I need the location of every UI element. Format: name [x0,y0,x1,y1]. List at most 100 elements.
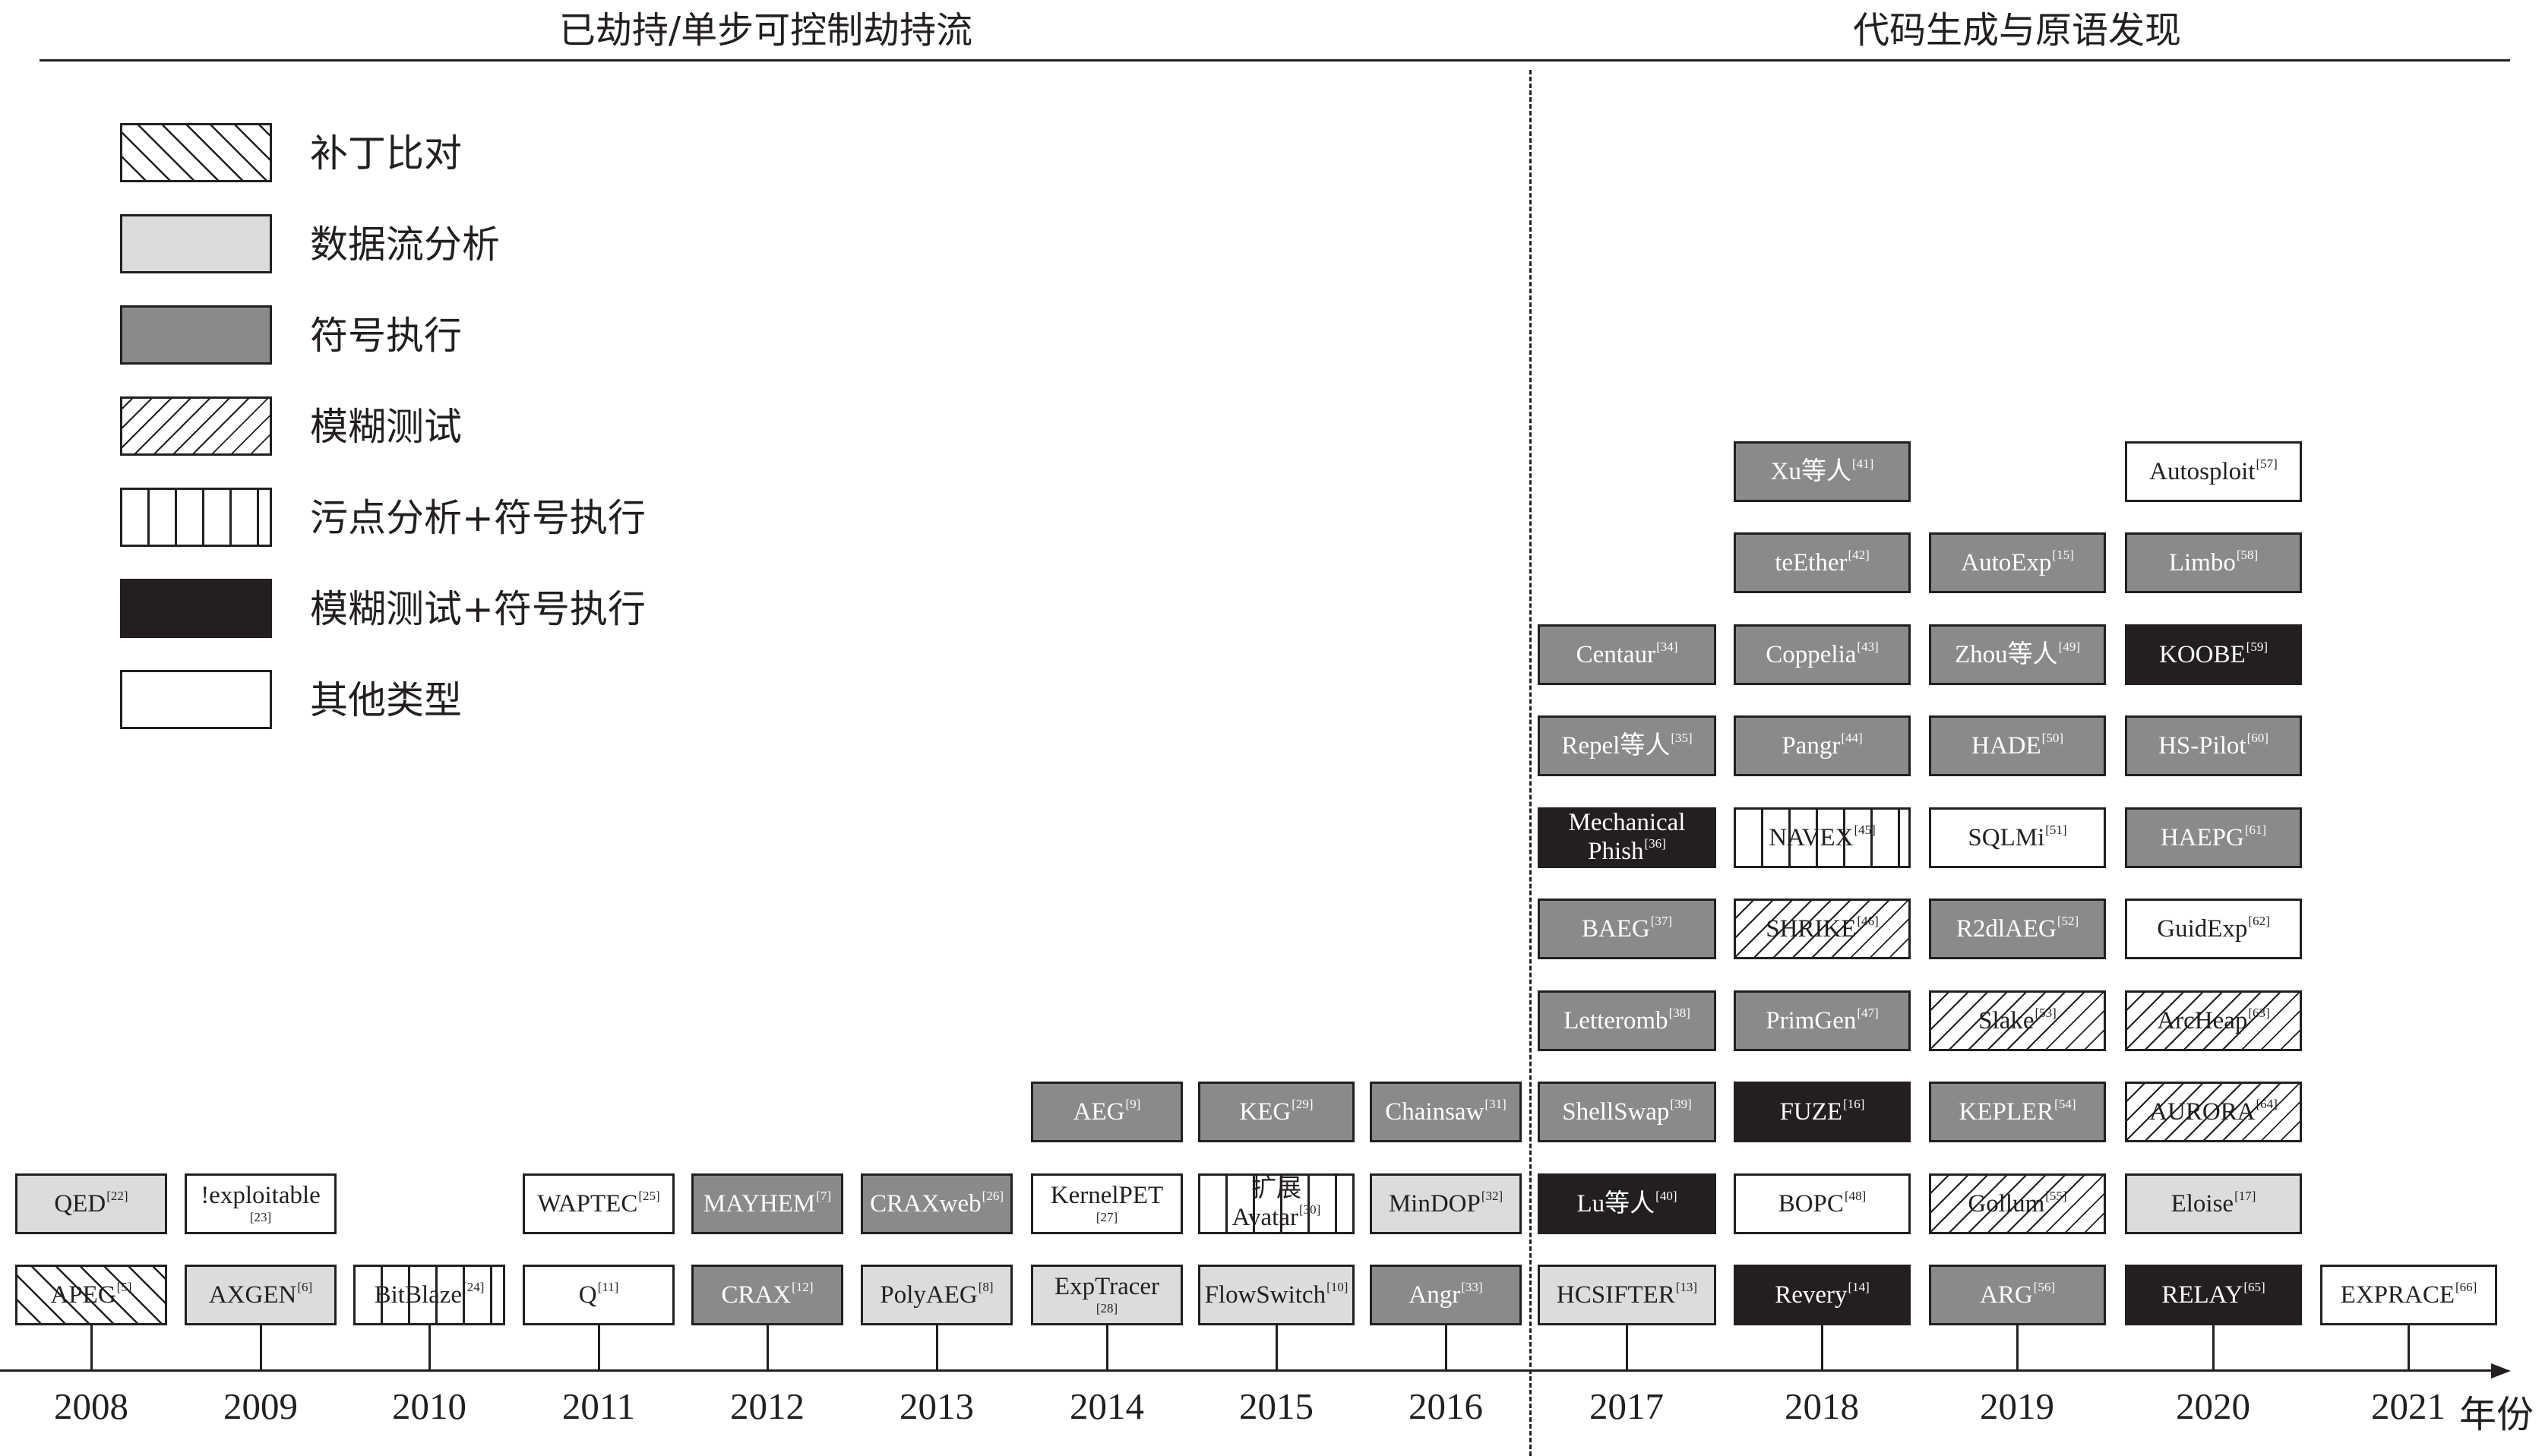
right-section-header: 代码生成与原语发现 [1852,9,2182,52]
tool-ref: [38] [1668,1006,1690,1021]
year-tick [1821,1325,1823,1369]
tool-ref: [22] [106,1189,128,1204]
other-swatch-icon [120,670,272,729]
tool-ref: [36] [1644,836,1666,851]
tool-box: R2dlAEG[52] [1929,899,2106,959]
tool-name: CRAX[12] [721,1280,814,1309]
fuzz-symbolic-swatch-icon [120,579,272,638]
year-tick [1276,1325,1278,1369]
tool-name: FlowSwitch[10] [1204,1280,1348,1309]
tool-box: KEPLER[54] [1929,1082,2106,1142]
tool-name: EXPRACE[66] [2340,1280,2477,1309]
tool-box: AXGEN[6] [185,1265,337,1325]
tool-box: Zhou等人[49] [1929,624,2106,685]
year-tick [767,1325,769,1369]
tool-box: SHRIKE[46] [1734,899,1911,959]
year-label-2013: 2013 [900,1385,974,1427]
tool-ref: [52] [2057,914,2079,929]
tool-ref: [60] [2246,731,2269,746]
tool-box: FlowSwitch[10] [1198,1265,1355,1325]
legend-label: 符号执行 [310,314,462,358]
tool-name: HAEPG[61] [2160,823,2267,852]
tool-box: Revery[14] [1734,1265,1911,1325]
legend-item-fuzz-symbolic: 模糊测试+符号执行 [120,579,652,640]
tool-ref: [12] [792,1280,814,1295]
tool-box: WAPTEC[25] [523,1173,675,1234]
tool-box: HADE[50] [1929,715,2106,776]
year-tick [936,1325,938,1369]
tool-name: AEG[9] [1073,1097,1141,1126]
tool-ref: [11] [597,1280,619,1295]
tool-name: HS-Pilot[60] [2158,731,2269,760]
tool-box: MinDOP[32] [1370,1173,1522,1234]
tool-box: GuidExp[62] [2125,899,2302,959]
year-label-2020: 2020 [2176,1385,2250,1427]
section-divider [1529,70,1532,1456]
tool-name: Xu等人[41] [1770,456,1874,486]
tool-box: AURORA[64] [2125,1082,2302,1142]
top-rule [40,59,2510,62]
tool-ref: [37] [1650,914,1673,929]
tool-box: FUZE[16] [1734,1082,1911,1142]
tool-name: KOOBE[59] [2159,640,2268,669]
tool-ref: [34] [1656,640,1678,655]
tool-box: Xu等人[41] [1734,441,1911,502]
tool-box: QED[22] [15,1173,167,1234]
year-label-2012: 2012 [730,1385,805,1427]
tool-ref: [7] [816,1189,832,1204]
tool-box: Angr[33] [1370,1265,1522,1325]
tool-box: Chainsaw[31] [1370,1082,1522,1142]
tool-ref: [13] [1675,1280,1698,1295]
tool-name: RELAY[65] [2161,1280,2265,1309]
tool-ref: [10] [1326,1280,1348,1295]
tool-name: Autosploit[57] [2149,456,2278,486]
tool-box: KernelPET [27] [1031,1173,1183,1234]
tool-ref: [62] [2248,914,2270,929]
tool-name: ArcHeap[63] [2157,1006,2270,1035]
tool-box: Centaur[34] [1538,624,1716,685]
tool-name: Eloise[17] [2171,1189,2256,1218]
tool-name: Pangr[44] [1782,731,1863,760]
tool-box: CRAX[12] [691,1265,843,1325]
tool-ref: [6] [297,1280,313,1295]
axis-arrow-icon [2491,1363,2511,1379]
tool-name: GuidExp[62] [2157,914,2270,943]
tool-ref: [35] [1671,731,1693,746]
tool-ref: [27] [1096,1209,1118,1224]
tool-name: CRAXweb[26] [870,1189,1004,1218]
year-tick [598,1325,600,1369]
tool-name: SQLMi[51] [1968,823,2067,852]
year-tick [260,1325,262,1369]
tool-box: AutoExp[15] [1929,532,2106,593]
symbolic-swatch-icon [120,305,272,365]
tool-box: KOOBE[59] [2125,624,2302,685]
legend-item-taint: 污点分析+符号执行 [120,488,652,548]
tool-name: MinDOP[32] [1388,1189,1503,1218]
tool-box: ArcHeap[63] [2125,990,2302,1051]
year-label-2011: 2011 [561,1385,636,1427]
tool-ref: [59] [2246,640,2268,655]
tool-box: MAYHEM[7] [691,1173,843,1234]
tool-ref: [63] [2248,1006,2270,1021]
tool-name: Letteromb[38] [1563,1006,1690,1035]
tool-box: 扩展 Avatar[30] [1198,1173,1355,1234]
taint-swatch-icon [120,488,272,547]
tool-box: BAEG[37] [1538,899,1716,959]
tool-ref: [55] [2045,1189,2067,1204]
tool-name: SHRIKE[46] [1766,914,1879,943]
tool-box: KEG[29] [1198,1082,1355,1142]
tool-ref: [14] [1848,1280,1870,1295]
legend-item-patch: 补丁比对 [120,123,652,184]
tool-ref: [23] [249,1209,272,1224]
tool-name: 扩展 Avatar[30] [1231,1175,1321,1231]
tool-name: HADE[50] [1971,731,2063,760]
legend-label: 模糊测试 [310,405,462,449]
tool-name: Centaur[34] [1576,640,1678,669]
tool-box: CRAXweb[26] [861,1173,1013,1234]
tool-ref: [40] [1655,1189,1677,1204]
year-label-2017: 2017 [1589,1385,1664,1427]
tool-name: APEG[5] [50,1280,132,1309]
tool-ref: [41] [1852,456,1874,472]
tool-box: HS-Pilot[60] [2125,715,2302,776]
